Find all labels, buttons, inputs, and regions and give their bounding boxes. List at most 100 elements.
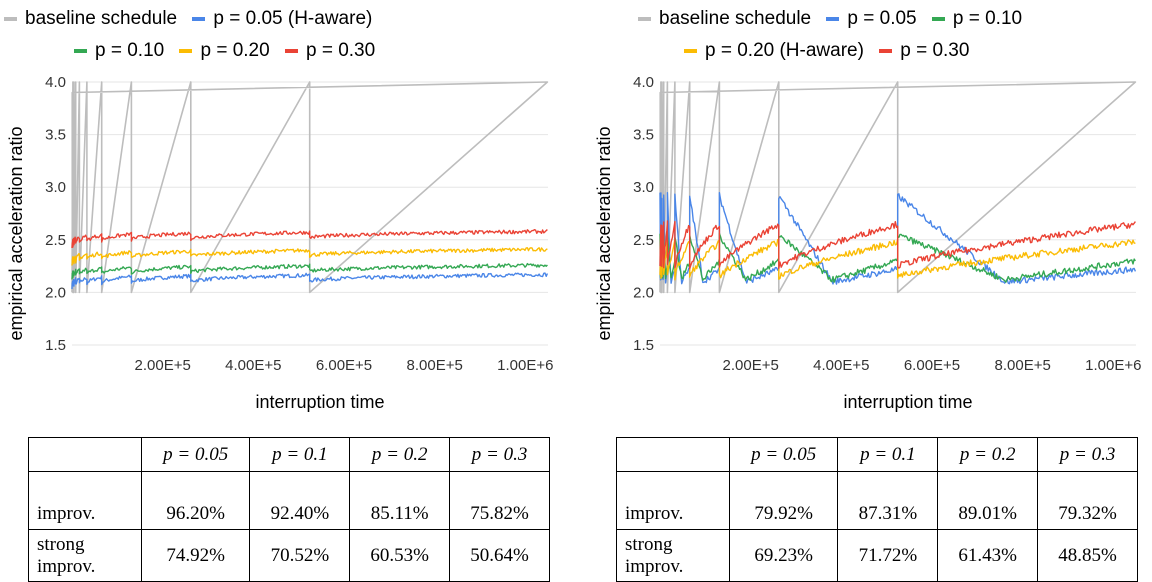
table-row: improv. 79.92% 87.31% 89.01% 79.32%	[616, 471, 1138, 530]
y-tick-label: 3.0	[45, 179, 66, 196]
table-cell: 74.92%	[140, 529, 251, 582]
legend-swatch	[638, 17, 651, 21]
legend-label: baseline schedule	[659, 8, 812, 29]
table-header-row: p = 0.05 p = 0.1 p = 0.2 p = 0.3	[616, 437, 1138, 472]
y-axis-label: empirical acceleration ratio	[594, 126, 614, 340]
legend-item: baseline schedule	[4, 5, 177, 33]
legend-swatch	[74, 49, 87, 53]
x-axis-label: interruption time	[843, 392, 972, 412]
row-label: strong	[37, 533, 85, 555]
table-column-header: p = 0.1	[249, 437, 351, 472]
table-cell: 61.43%	[937, 529, 1039, 582]
line-chart: 1.5 2.0 2.5 3.0 3.5 4.0 2.00E+5 4.00E+5 6.00E+5 8…	[594, 74, 1141, 412]
table-cell: 79.32%	[1037, 471, 1138, 530]
row-label-line2: improv.	[37, 555, 96, 577]
legend-item: baseline schedule	[638, 5, 811, 33]
series-line	[71, 229, 548, 249]
table-cell: 92.40%	[249, 471, 351, 530]
legend-label: p = 0.10	[95, 40, 165, 61]
stats-table: p = 0.05 p = 0.1 p = 0.2 p = 0.3 improv.…	[616, 437, 1138, 582]
y-tick-label: 4.0	[45, 74, 66, 91]
y-tick-label: 3.5	[45, 127, 66, 144]
legend-label: p = 0.30	[900, 40, 970, 61]
legend-item: p = 0.20 (H-aware)	[684, 37, 864, 65]
legend-item: p = 0.20	[179, 37, 270, 65]
table-cell: 96.20%	[140, 471, 251, 530]
table-row-header: improv.	[28, 471, 142, 530]
legend-item: p = 0.10	[74, 37, 164, 65]
table-row: improv. 96.20% 92.40% 85.11% 75.82%	[28, 471, 550, 530]
legend-label: p = 0.05 (H-aware)	[213, 8, 373, 29]
legend-item: p = 0.30	[284, 37, 375, 65]
table-column-header: p = 0.2	[937, 437, 1039, 472]
left-chart-panel: baseline schedule p = 0.05 (H-aware) p =…	[0, 0, 576, 582]
table-column-header: p = 0.05	[140, 437, 251, 472]
table-cell: 50.64%	[449, 529, 550, 582]
table-row-header: strong improv.	[616, 529, 730, 582]
legend-swatch	[179, 49, 193, 53]
x-tick-label: 1.00E+6	[497, 357, 553, 374]
legend-swatch	[4, 17, 17, 21]
legend-item: p = 0.05 (H-aware)	[192, 5, 372, 33]
x-tick-label: 1.00E+6	[1085, 357, 1141, 374]
table-cell: 85.11%	[349, 471, 451, 530]
x-tick-label: 4.00E+5	[813, 357, 869, 374]
legend-item: p = 0.30	[879, 37, 969, 65]
legend-label: baseline schedule	[25, 8, 178, 29]
series-line	[659, 192, 1137, 285]
table-row-header: strong improv.	[28, 529, 142, 582]
series-line	[659, 238, 1136, 281]
legend-label: p = 0.10	[952, 8, 1023, 29]
legend-label: p = 0.20 (H-aware)	[705, 40, 864, 61]
table-corner-cell	[616, 437, 730, 472]
y-tick-label: 2.5	[45, 232, 66, 249]
legend-swatch	[684, 49, 697, 53]
y-tick-label: 2.0	[633, 284, 654, 301]
table-corner-cell	[28, 437, 142, 472]
table-cell: 69.23%	[728, 529, 839, 582]
table-cell: 89.01%	[937, 471, 1039, 530]
legend-swatch	[826, 17, 840, 21]
table-column-header: p = 0.1	[837, 437, 939, 472]
series-line	[71, 262, 548, 280]
y-tick-label: 2.0	[45, 284, 66, 301]
table-cell: 87.31%	[837, 471, 939, 530]
legend-label: p = 0.20	[200, 40, 270, 61]
x-axis-label: interruption time	[255, 392, 384, 412]
x-tick-label: 2.00E+5	[135, 357, 191, 374]
table-cell: 48.85%	[1037, 529, 1138, 582]
row-label: improv.	[37, 503, 96, 524]
table-cell: 75.82%	[449, 471, 550, 530]
row-label: improv.	[625, 503, 684, 524]
row-label-line2: improv.	[625, 555, 684, 577]
table-column-header: p = 0.3	[1037, 437, 1138, 472]
table-row: strong improv. 74.92% 70.52% 60.53% 50.64…	[28, 529, 550, 582]
table-cell: 71.72%	[837, 529, 939, 582]
table-cell: 70.52%	[249, 529, 351, 582]
series-line	[659, 231, 1136, 283]
x-tick-label: 6.00E+5	[316, 357, 372, 374]
series-line	[71, 247, 548, 266]
x-tick-label: 6.00E+5	[904, 357, 960, 374]
legend-swatch	[192, 17, 206, 21]
legend-label: p = 0.05	[847, 8, 917, 29]
right-chart-panel: baseline schedule p = 0.05 p = 0.10 p = …	[588, 0, 1152, 582]
y-tick-label: 1.5	[45, 337, 66, 354]
x-tick-label: 8.00E+5	[407, 357, 463, 374]
line-chart: 1.5 2.0 2.5 3.0 3.5 4.0 2.00E+5 4.00E+5 6.00E+5 8…	[6, 74, 553, 412]
table-cell: 60.53%	[349, 529, 451, 582]
x-tick-label: 4.00E+5	[225, 357, 281, 374]
y-axis-label: empirical acceleration ratio	[6, 126, 26, 340]
table-row: strong improv. 69.23% 71.72% 61.43% 48.85…	[616, 529, 1138, 582]
table-row-header: improv.	[616, 471, 730, 530]
table-column-header: p = 0.2	[349, 437, 451, 472]
series-line	[71, 272, 549, 290]
x-tick-label: 8.00E+5	[995, 357, 1051, 374]
row-label: strong	[625, 533, 673, 555]
stats-table: p = 0.05 p = 0.1 p = 0.2 p = 0.3 improv.…	[28, 437, 550, 582]
legend-swatch	[931, 17, 945, 21]
y-tick-label: 2.5	[633, 232, 654, 249]
table-header-row: p = 0.05 p = 0.1 p = 0.2 p = 0.3	[28, 437, 550, 472]
legend-item: p = 0.10	[931, 5, 1023, 33]
table-column-header: p = 0.3	[449, 437, 550, 472]
